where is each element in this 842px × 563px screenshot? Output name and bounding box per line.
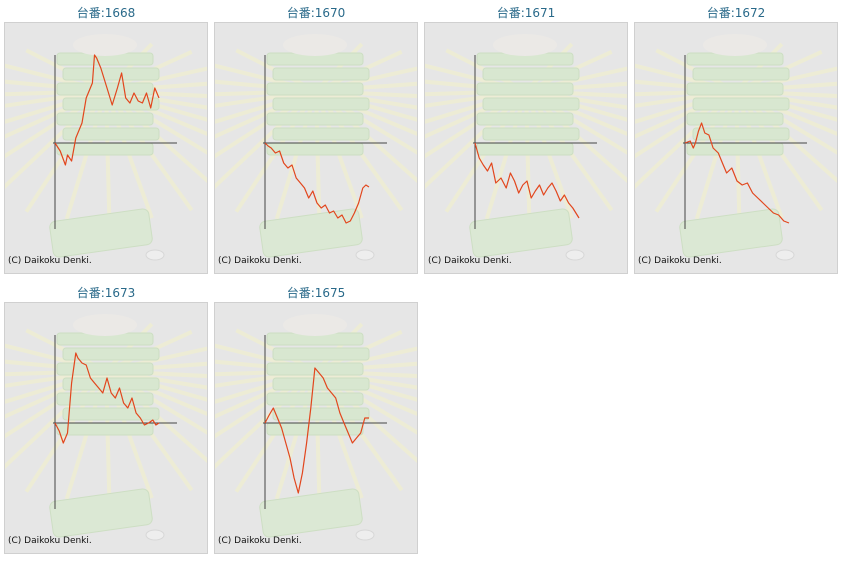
chart-svg — [5, 314, 207, 541]
background-ray — [315, 369, 417, 390]
background-art — [635, 34, 837, 261]
machine-chart-card: 台番:1671 (C) Daikoku Denki. — [424, 0, 628, 274]
chart-panel: (C) Daikoku Denki. — [214, 22, 418, 274]
background-art — [5, 314, 207, 541]
chart-svg — [635, 34, 837, 261]
chart-svg — [5, 34, 207, 261]
background-tray — [56, 422, 154, 436]
copyright-text: (C) Daikoku Denki. — [428, 256, 512, 266]
background-tray — [266, 82, 364, 96]
background-ray — [105, 369, 207, 390]
background-tray — [692, 97, 790, 111]
background-tray — [62, 127, 160, 141]
series-line — [264, 367, 369, 494]
chart-title: 台番:1670 — [286, 6, 346, 20]
background-tray — [62, 347, 160, 361]
background-tray — [686, 112, 784, 126]
background-art — [5, 34, 207, 261]
background-art — [215, 34, 417, 261]
background-tray — [692, 127, 790, 141]
background-tray-bottom — [49, 208, 153, 258]
background-tray — [56, 362, 154, 376]
background-coin — [145, 529, 165, 541]
background-tray-bottom — [259, 488, 363, 538]
background-coin — [145, 249, 165, 261]
background-tray — [56, 142, 154, 156]
background-dish — [703, 34, 767, 56]
series-line — [54, 352, 160, 444]
chart-title: 台番:1673 — [76, 286, 136, 300]
background-coin — [775, 249, 795, 261]
background-tray — [62, 407, 160, 421]
machine-chart-card: 台番:1672 (C) Daikoku Denki. — [634, 0, 838, 274]
background-tray — [62, 67, 160, 81]
chart-panel: (C) Daikoku Denki. — [424, 22, 628, 274]
background-dish — [73, 34, 137, 56]
background-tray — [266, 392, 364, 406]
background-coin — [355, 249, 375, 261]
chart-panel: (C) Daikoku Denki. — [4, 302, 208, 554]
chart-title: 台番:1672 — [706, 6, 766, 20]
background-tray — [56, 82, 154, 96]
background-tray — [272, 377, 370, 391]
background-tray — [56, 112, 154, 126]
machine-chart-card: 台番:1673 (C) Daikoku Denki. — [4, 280, 208, 554]
background-dish — [283, 34, 347, 56]
background-dish — [73, 314, 137, 336]
background-tray — [476, 142, 574, 156]
background-tray-bottom — [679, 208, 783, 258]
copyright-text: (C) Daikoku Denki. — [218, 536, 302, 546]
background-tray — [272, 407, 370, 421]
series-line — [54, 54, 160, 166]
copyright-text: (C) Daikoku Denki. — [218, 256, 302, 266]
background-ray — [735, 89, 837, 110]
background-tray — [62, 377, 160, 391]
background-art — [215, 314, 417, 541]
background-ray — [525, 89, 627, 110]
chart-svg — [425, 34, 627, 261]
series-line — [264, 142, 370, 224]
chart-title: 台番:1671 — [496, 6, 556, 20]
background-tray — [272, 347, 370, 361]
series-line — [684, 122, 790, 224]
background-tray — [266, 142, 364, 156]
background-tray — [692, 67, 790, 81]
background-tray — [266, 112, 364, 126]
background-tray — [272, 97, 370, 111]
background-coin — [565, 249, 585, 261]
background-tray — [482, 67, 580, 81]
chart-svg — [215, 314, 417, 541]
background-dish — [283, 314, 347, 336]
chart-title: 台番:1675 — [286, 286, 346, 300]
background-tray — [272, 127, 370, 141]
copyright-text: (C) Daikoku Denki. — [8, 536, 92, 546]
background-tray — [482, 127, 580, 141]
background-tray — [476, 112, 574, 126]
chart-title: 台番:1668 — [76, 6, 136, 20]
background-tray — [272, 67, 370, 81]
chart-panel: (C) Daikoku Denki. — [214, 302, 418, 554]
chart-panel: (C) Daikoku Denki. — [4, 22, 208, 274]
copyright-text: (C) Daikoku Denki. — [8, 256, 92, 266]
background-tray-bottom — [49, 488, 153, 538]
background-tray — [686, 142, 784, 156]
background-tray — [56, 392, 154, 406]
machine-chart-card: 台番:1670 (C) Daikoku Denki. — [214, 0, 418, 274]
background-coin — [355, 529, 375, 541]
machine-chart-card: 台番:1668 (C) Daikoku Denki. — [4, 0, 208, 274]
background-art — [425, 34, 627, 261]
background-tray — [62, 97, 160, 111]
machine-chart-card: 台番:1675 (C) Daikoku Denki. — [214, 280, 418, 554]
background-ray — [315, 89, 417, 110]
background-tray-bottom — [259, 208, 363, 258]
background-tray — [686, 82, 784, 96]
series-line — [474, 142, 580, 219]
background-dish — [493, 34, 557, 56]
copyright-text: (C) Daikoku Denki. — [638, 256, 722, 266]
chart-panel: (C) Daikoku Denki. — [634, 22, 838, 274]
background-tray-bottom — [469, 208, 573, 258]
background-tray — [482, 97, 580, 111]
background-tray — [476, 82, 574, 96]
chart-svg — [215, 34, 417, 261]
